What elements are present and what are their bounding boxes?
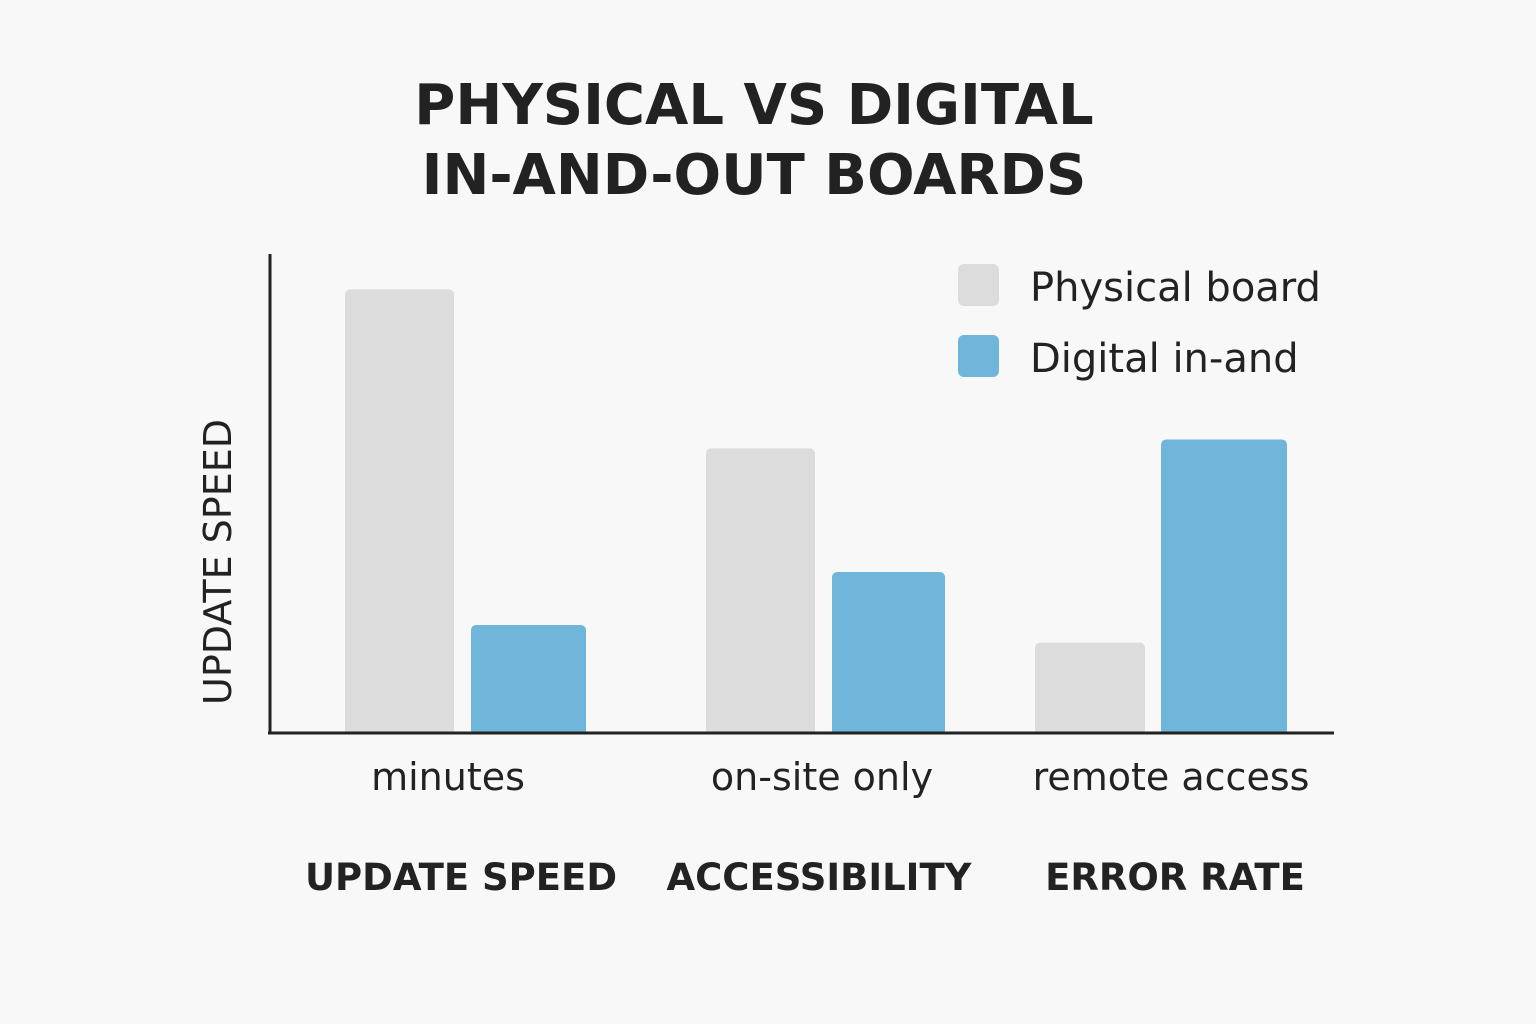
bar-series-0-category-1 [706, 448, 815, 737]
bars-group [272, 289, 1342, 740]
bar-series-1-category-0 [471, 625, 586, 737]
bar-series-0-category-2 [1035, 642, 1145, 737]
legend-swatch-physical-board [958, 264, 999, 306]
y-axis-label: UPDATE SPEED [196, 419, 240, 705]
category-label: ERROR RATE [1045, 856, 1305, 899]
bar-series-1-category-1 [832, 572, 945, 737]
legend-label-digital-in-and: Digital in-and [1030, 336, 1299, 382]
legend: Physical board Digital in-and [958, 264, 1321, 382]
bar-series-1-category-2 [1161, 439, 1287, 737]
category-label: UPDATE SPEED [305, 856, 617, 899]
legend-swatch-digital-in-and [958, 335, 999, 377]
x-tick-label: on-site only [711, 755, 933, 799]
category-labels-group: UPDATE SPEED ACCESSIBILITY ERROR RATE [305, 856, 1305, 899]
chart-title-line-2: IN-AND-OUT BOARDS [422, 143, 1087, 208]
legend-label-physical-board: Physical board [1030, 265, 1321, 311]
bar-series-0-category-0 [345, 289, 454, 737]
bar-base-mask [272, 732, 1342, 740]
chart-title-line-1: PHYSICAL VS DIGITAL [414, 73, 1093, 138]
category-label: ACCESSIBILITY [667, 856, 973, 899]
tick-labels-group: minutes on-site only remote access [371, 755, 1309, 799]
x-tick-label: minutes [371, 755, 525, 799]
x-tick-label: remote access [1033, 755, 1310, 799]
